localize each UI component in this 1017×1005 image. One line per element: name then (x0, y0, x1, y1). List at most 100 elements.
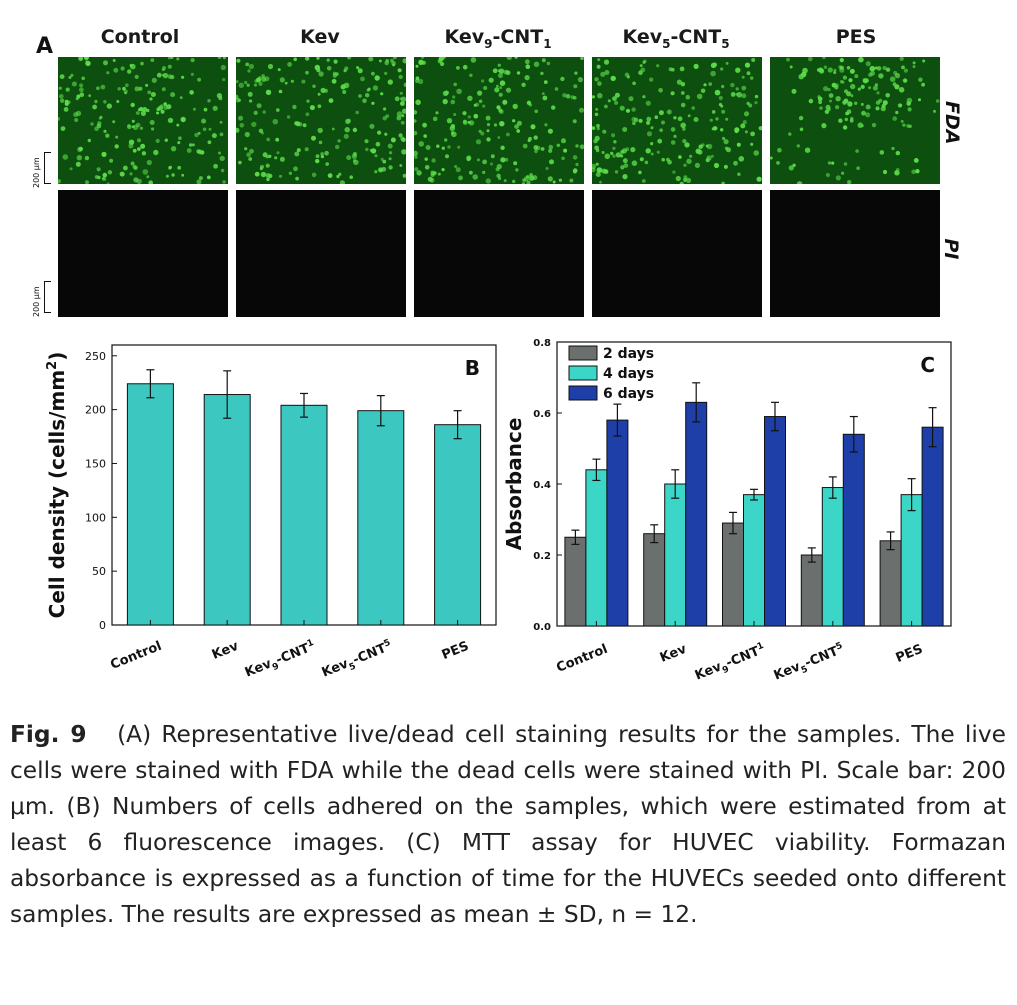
cell-dot (212, 105, 218, 111)
cell-dot (458, 175, 463, 181)
cell-dot (102, 177, 107, 181)
cell-dot (249, 99, 253, 103)
cell-dot (90, 122, 94, 126)
cell-dot (392, 57, 397, 60)
cell-dot (646, 131, 653, 137)
cell-dot (602, 129, 607, 134)
micrograph-cells (770, 57, 940, 184)
cell-dot (85, 180, 89, 184)
cell-dot (521, 82, 526, 87)
cell-dot (415, 76, 420, 81)
x-tick-label: Control (554, 642, 609, 676)
cell-dot (467, 115, 471, 119)
cell-dot (253, 83, 258, 87)
cell-dot (245, 62, 250, 67)
cell-dot (400, 120, 405, 125)
cell-dot (139, 107, 144, 112)
cell-dot (403, 82, 406, 87)
cell-dot (505, 70, 509, 74)
cell-dot (876, 66, 882, 71)
cell-dot (592, 126, 596, 130)
cell-dot (680, 91, 685, 95)
cell-dot (497, 63, 501, 67)
cell-dot (683, 175, 688, 180)
cell-dot (356, 66, 360, 70)
cell-dot (562, 93, 567, 98)
cell-dot (129, 172, 133, 176)
cell-dot (622, 158, 628, 164)
cell-dot (63, 107, 69, 112)
cell-dot (521, 182, 526, 184)
cell-dot (58, 86, 62, 90)
cell-dot (349, 175, 353, 179)
cell-dot (315, 154, 320, 159)
cell-dot (709, 118, 713, 122)
cell-dot (596, 123, 600, 128)
cell-dot (260, 131, 264, 135)
cell-dot (574, 71, 578, 75)
cell-dot (336, 174, 340, 179)
cell-dot (456, 88, 462, 95)
cell-dot (171, 173, 175, 177)
cell-dot (422, 122, 427, 128)
cell-dot (414, 150, 418, 156)
cell-dot (279, 156, 285, 162)
cell-dot (850, 94, 854, 98)
y-tick-label: 0.0 (533, 622, 551, 633)
cell-dot (160, 104, 164, 108)
cell-dot (305, 57, 310, 61)
cell-dot (294, 151, 300, 157)
micrograph-grid (58, 57, 942, 317)
cell-dot (842, 125, 848, 130)
cell-dot (101, 151, 107, 157)
cell-dot (654, 115, 659, 119)
cell-dot (839, 58, 844, 63)
cell-dot (369, 148, 373, 152)
cell-dot (515, 168, 519, 172)
cell-dot (332, 71, 337, 76)
cell-dot (912, 61, 916, 65)
cell-dot (387, 79, 393, 85)
cell-dot (423, 134, 427, 138)
cell-dot (355, 110, 359, 115)
cell-dot (198, 176, 203, 181)
cell-dot (677, 116, 683, 122)
cell-dot (630, 147, 636, 153)
cell-dot (396, 111, 403, 117)
cell-dot (391, 61, 396, 66)
cell-dot (541, 92, 545, 95)
cell-dot (375, 141, 381, 147)
legend-label: 4 days (603, 366, 654, 382)
legend-label: 2 days (603, 346, 654, 362)
cell-dot (878, 98, 883, 103)
cell-dot (286, 115, 291, 119)
cell-dot (723, 164, 728, 169)
cell-dot (505, 87, 512, 93)
cell-dot (903, 68, 908, 73)
cell-dot (706, 155, 712, 161)
cell-dot (730, 92, 736, 97)
cell-dot (401, 149, 406, 155)
cell-dot (596, 64, 601, 69)
x-tick-label: Kev (658, 642, 689, 666)
cell-dot (482, 170, 486, 174)
cell-dot (822, 57, 826, 60)
cell-dot (686, 177, 692, 183)
cell-dot (333, 59, 338, 64)
cell-dot (658, 110, 664, 116)
cell-dot (689, 154, 693, 158)
cell-dot (151, 77, 157, 83)
bar (357, 410, 405, 626)
cell-dot (482, 104, 486, 108)
cell-dot (113, 67, 119, 73)
cell-dot (311, 135, 316, 141)
cell-dot (741, 75, 745, 79)
cell-dot (808, 57, 813, 62)
cell-dot (100, 84, 106, 90)
cell-dot (823, 86, 829, 92)
cell-dot (444, 138, 448, 142)
cell-dot (561, 138, 566, 144)
cell-dot (342, 90, 347, 94)
cell-dot (902, 78, 908, 83)
cell-dot (450, 99, 456, 105)
